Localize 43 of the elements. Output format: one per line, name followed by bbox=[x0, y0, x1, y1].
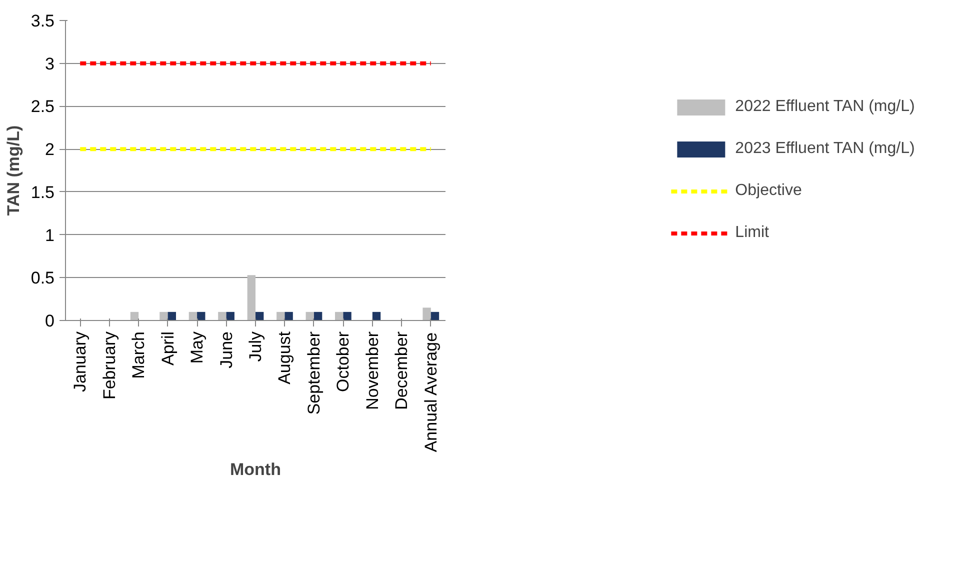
y-tick-label: 1 bbox=[45, 226, 55, 245]
bar bbox=[430, 312, 440, 320]
bar bbox=[343, 312, 352, 320]
x-tick-label: April bbox=[158, 331, 178, 366]
x-tick-label: May bbox=[188, 331, 207, 364]
bar bbox=[372, 312, 381, 320]
x-tick-label: September bbox=[304, 331, 324, 415]
legend-label: 2023 Effluent TAN (mg/L) bbox=[735, 140, 915, 158]
y-tick-label: 1.5 bbox=[30, 182, 55, 202]
y-tick-label: 0.5 bbox=[30, 268, 55, 288]
y-tick-label: 3 bbox=[45, 54, 55, 74]
bar bbox=[168, 312, 176, 320]
x-tick-label: December bbox=[392, 331, 412, 410]
y-tick-label: 2.5 bbox=[30, 97, 55, 116]
bar bbox=[218, 312, 226, 320]
bar bbox=[188, 312, 198, 320]
bar bbox=[422, 308, 431, 320]
bar bbox=[284, 312, 293, 320]
x-tick-label: January bbox=[70, 331, 90, 392]
legend-label: Objective bbox=[735, 182, 802, 200]
y-tick-label: 0 bbox=[45, 312, 55, 330]
bar bbox=[314, 312, 322, 320]
y-tick-label: 2 bbox=[45, 140, 55, 160]
y-tick-label: 3.5 bbox=[30, 12, 55, 30]
bar bbox=[160, 312, 168, 320]
bar bbox=[247, 275, 256, 320]
bar bbox=[256, 312, 264, 320]
x-tick-label: July bbox=[246, 331, 265, 362]
legend-label: 2022 Effluent TAN (mg/L) bbox=[735, 98, 915, 116]
bar bbox=[335, 312, 344, 320]
x-tick-label: March bbox=[129, 331, 148, 379]
x-tick-label: October bbox=[334, 331, 353, 392]
legend-label: Limit bbox=[735, 224, 769, 242]
bar bbox=[130, 312, 139, 320]
y-axis-title: TAN (mg/L) bbox=[4, 125, 23, 216]
x-tick-label: June bbox=[216, 331, 236, 368]
x-tick-label: November bbox=[362, 331, 382, 410]
bar bbox=[276, 312, 285, 320]
x-tick-label: Annual Average bbox=[421, 332, 440, 452]
bar bbox=[226, 312, 234, 320]
x-tick-label: August bbox=[275, 331, 294, 384]
x-axis-title: Month bbox=[230, 460, 281, 480]
x-tick-label: February bbox=[100, 331, 119, 400]
